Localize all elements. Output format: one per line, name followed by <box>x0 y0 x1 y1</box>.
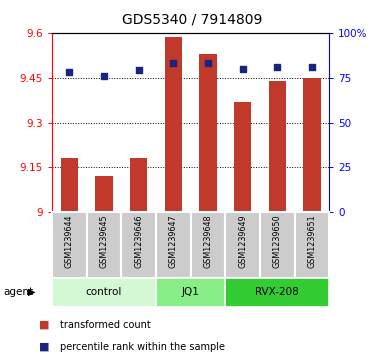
Bar <box>121 212 156 278</box>
Bar <box>268 81 286 212</box>
Text: transformed count: transformed count <box>60 320 151 330</box>
Bar <box>156 278 225 307</box>
Bar <box>164 37 182 212</box>
Bar <box>225 278 329 307</box>
Bar <box>234 102 251 212</box>
Point <box>274 64 280 70</box>
Bar <box>260 212 295 278</box>
Text: percentile rank within the sample: percentile rank within the sample <box>60 342 225 352</box>
Text: GSM1239648: GSM1239648 <box>203 214 213 268</box>
Point <box>66 69 72 75</box>
Bar <box>52 212 87 278</box>
Text: GSM1239649: GSM1239649 <box>238 214 247 268</box>
Text: GSM1239650: GSM1239650 <box>273 214 282 268</box>
Point <box>136 68 142 73</box>
Text: ■: ■ <box>38 342 49 352</box>
Point <box>170 60 176 66</box>
Point <box>239 66 246 72</box>
Point <box>309 64 315 70</box>
Text: GSM1239647: GSM1239647 <box>169 214 178 268</box>
Point <box>101 73 107 79</box>
Text: RVX-208: RVX-208 <box>255 287 299 297</box>
Bar <box>225 212 260 278</box>
Bar <box>199 54 216 212</box>
Bar <box>156 212 191 278</box>
Text: GSM1239644: GSM1239644 <box>65 214 74 268</box>
Bar <box>295 212 329 278</box>
Text: GDS5340 / 7914809: GDS5340 / 7914809 <box>122 13 263 27</box>
Bar <box>52 278 156 307</box>
Text: agent: agent <box>4 287 34 297</box>
Bar <box>130 158 147 212</box>
Point <box>205 60 211 66</box>
Text: ■: ■ <box>38 320 49 330</box>
Bar <box>95 176 112 212</box>
Text: ▶: ▶ <box>28 287 35 297</box>
Text: control: control <box>86 287 122 297</box>
Bar <box>303 78 320 212</box>
Bar <box>87 212 121 278</box>
Text: JQ1: JQ1 <box>182 287 199 297</box>
Bar <box>191 212 225 278</box>
Text: GSM1239645: GSM1239645 <box>99 214 109 268</box>
Text: GSM1239651: GSM1239651 <box>307 214 316 268</box>
Text: GSM1239646: GSM1239646 <box>134 214 143 268</box>
Bar <box>61 158 78 212</box>
